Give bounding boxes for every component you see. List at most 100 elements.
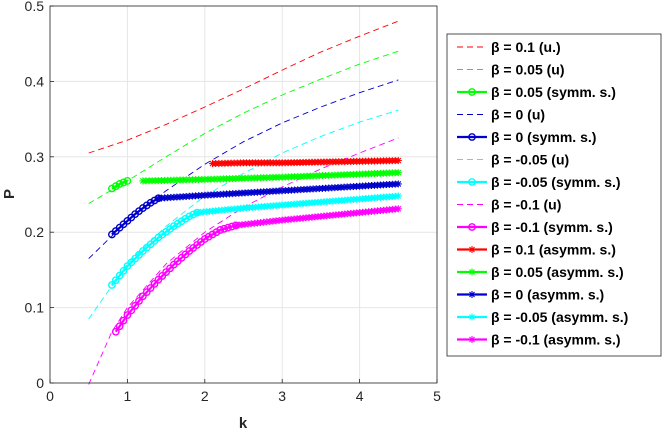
- x-tick-label: 4: [356, 388, 364, 404]
- circle-marker: [119, 178, 128, 187]
- y-tick-label: 0.5: [25, 0, 45, 14]
- series-11: [154, 180, 402, 202]
- circle-marker: [142, 288, 151, 297]
- legend-item: β = 0.05 (symm. s.): [457, 84, 616, 100]
- circle-marker: [216, 226, 225, 234]
- legend-item: β = -0.1 (asymm. s.): [457, 332, 621, 348]
- legend-label: β = -0.1 (symm. s.): [491, 219, 613, 235]
- y-tick-label: 0.4: [25, 73, 45, 89]
- series-layer: [88, 20, 402, 385]
- circle-marker: [108, 184, 116, 193]
- asterisk-marker: [468, 268, 476, 276]
- legend-label: β = 0 (asymm. s.): [491, 287, 604, 303]
- legend-label: β = -0.05 (symm. s.): [491, 174, 621, 190]
- circle-marker: [115, 322, 124, 331]
- circle-marker: [468, 223, 476, 231]
- legend-label: β = -0.1 (asymm. s.): [491, 332, 621, 348]
- legend-item: β = -0.05 (u): [457, 152, 569, 168]
- circle-marker: [127, 306, 136, 315]
- series-9: [209, 157, 402, 168]
- series-2: [108, 177, 132, 193]
- series-1: [88, 50, 399, 204]
- x-tick-label: 0: [46, 388, 54, 404]
- legend-item: β = -0.1 (u): [457, 197, 561, 213]
- series-line: [88, 50, 399, 204]
- legend-item: β = -0.05 (asymm. s.): [457, 309, 628, 325]
- legend-label: β = 0.1 (asymm. s.): [491, 242, 616, 258]
- series-line: [88, 137, 399, 385]
- circle-marker: [200, 235, 209, 243]
- legend-item: β = 0.1 (u.): [457, 39, 561, 55]
- legend-label: β = 0.05 (symm. s.): [491, 84, 616, 100]
- legend-items: β = 0.1 (u.) β = 0.05 (u) β = 0.05 (symm. …: [457, 39, 628, 348]
- asterisk-marker: [394, 180, 402, 188]
- circle-marker: [138, 292, 147, 301]
- series-line: [88, 20, 399, 154]
- circle-marker: [115, 180, 124, 188]
- y-tick-label: 0.2: [25, 224, 45, 240]
- legend-item: β = 0 (symm. s.): [457, 129, 596, 145]
- legend-label: β = 0.05 (asymm. s.): [491, 264, 624, 280]
- circle-marker: [468, 88, 476, 96]
- y-tick-label: 0.1: [25, 300, 45, 316]
- plot-border: [49, 5, 438, 384]
- circle-marker: [135, 297, 143, 305]
- circle-marker: [150, 196, 159, 205]
- circle-marker: [220, 224, 229, 233]
- series-line: [111, 211, 198, 286]
- circle-marker: [108, 281, 116, 289]
- circle-marker: [119, 316, 128, 325]
- asterisk-marker: [468, 246, 476, 253]
- circle-marker: [146, 198, 155, 207]
- series-line: [111, 197, 159, 236]
- circle-marker: [123, 177, 132, 185]
- asterisk-marker: [394, 192, 402, 200]
- circle-marker: [131, 301, 140, 310]
- x-tick-label: 3: [278, 388, 286, 404]
- circle-marker: [468, 178, 476, 186]
- series-12: [193, 192, 402, 217]
- x-axis-label: k: [239, 415, 248, 432]
- legend-label: β = 0 (u): [491, 107, 545, 123]
- circle-marker: [468, 133, 476, 141]
- asterisk-marker: [468, 336, 476, 343]
- series-13: [232, 205, 402, 229]
- circle-marker: [204, 232, 213, 241]
- asterisk-marker: [394, 169, 402, 177]
- circle-marker: [111, 276, 120, 285]
- circle-marker: [111, 327, 120, 336]
- legend-item: β = -0.1 (symm. s.): [457, 219, 613, 235]
- asterisk-marker: [468, 291, 476, 298]
- series-7: [88, 137, 399, 385]
- legend-label: β = 0 (symm. s.): [491, 129, 596, 145]
- legend-item: β = 0.05 (u): [457, 62, 565, 78]
- legend-label: β = 0.05 (u): [491, 62, 565, 78]
- circle-marker: [115, 271, 124, 280]
- legend-label: β = -0.05 (u): [491, 152, 569, 168]
- circle-marker: [224, 223, 232, 232]
- legend-item: β = 0 (u): [457, 107, 545, 123]
- x-tick-label: 1: [124, 388, 132, 404]
- circle-marker: [208, 230, 217, 239]
- legend-label: β = 0.1 (u.): [491, 39, 561, 55]
- asterisk-marker: [394, 205, 402, 213]
- legend-label: β = -0.1 (u): [491, 197, 561, 213]
- x-tick-label: 5: [433, 388, 441, 404]
- legend-item: β = -0.05 (symm. s.): [457, 174, 621, 190]
- x-tick-label: 2: [201, 388, 209, 404]
- circle-marker: [146, 284, 155, 292]
- legend-item: β = 0 (asymm. s.): [457, 287, 604, 303]
- circle-marker: [185, 212, 194, 221]
- series-10: [139, 169, 402, 185]
- series-0: [88, 20, 399, 154]
- legend-item: β = 0.1 (asymm. s.): [457, 242, 616, 258]
- ticks: 0 1 2 3 4 5 0 0.1 0.2 0.3 0.4 0.5: [25, 0, 442, 404]
- y-axis-label: P: [1, 189, 18, 199]
- circle-marker: [212, 228, 221, 237]
- circle-marker: [111, 182, 120, 191]
- legend-box: [446, 33, 662, 357]
- legend: β = 0.1 (u.) β = 0.05 (u) β = 0.05 (symm. …: [446, 33, 662, 357]
- asterisk-marker: [394, 157, 402, 165]
- legend-label: β = -0.05 (asymm. s.): [491, 309, 628, 325]
